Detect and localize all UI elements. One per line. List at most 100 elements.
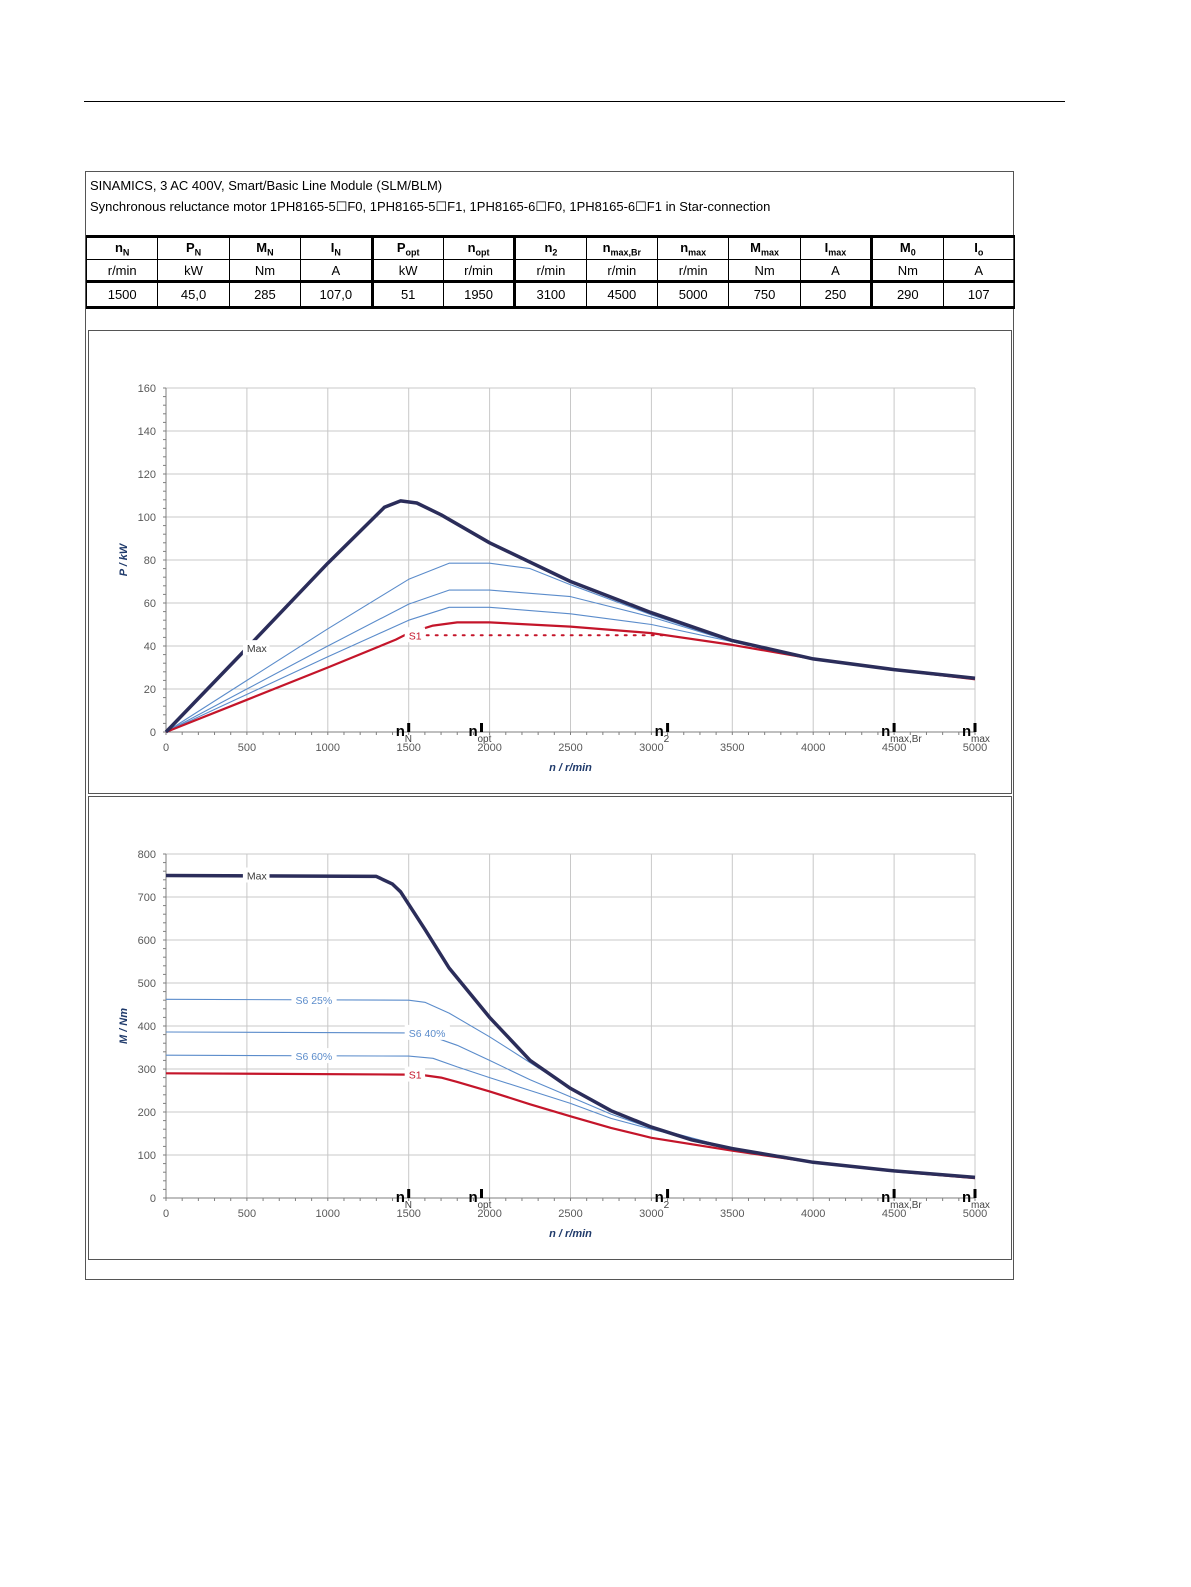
spec-value-row: 1500 45,0 285 107,0 51 1950 3100 4500 50… xyxy=(85,280,1015,309)
spec-value: 5000 xyxy=(656,280,730,309)
speed-marker-sub: max,Br xyxy=(890,734,922,745)
x-tick-label: 3500 xyxy=(720,1208,744,1220)
speed-marker-label: n xyxy=(881,1189,890,1206)
x-tick-label: 2500 xyxy=(558,742,582,754)
speed-marker-sub: max xyxy=(971,1200,990,1211)
x-tick-label: 1000 xyxy=(316,1208,340,1220)
spec-value: 3100 xyxy=(513,280,587,309)
speed-marker-label: n xyxy=(469,1189,478,1206)
x-tick-label: 1500 xyxy=(396,1208,420,1220)
top-rule xyxy=(84,101,1065,102)
y-tick-label: 200 xyxy=(138,1107,156,1119)
y-tick-label: 40 xyxy=(144,641,156,653)
spec-unit: kW xyxy=(157,259,230,282)
header-line-2: Synchronous reluctance motor 1PH8165-5☐F… xyxy=(90,199,771,214)
x-tick-label: 2000 xyxy=(477,742,501,754)
spec-value: 285 xyxy=(228,280,302,309)
power-chart: 0 500 1000 1500 2000 2500 3000 3500 4000 4500 5000… xyxy=(118,383,990,774)
datasheet: SINAMICS, 3 AC 400V, Smart/Basic Line Mo… xyxy=(85,171,1015,1280)
series-label-bg xyxy=(404,1024,450,1040)
y-tick-label: 80 xyxy=(144,555,156,567)
speed-marker-sub: opt xyxy=(478,734,492,745)
x-tick-label: 4500 xyxy=(882,742,906,754)
spec-value: 51 xyxy=(370,280,444,309)
spec-unit: A xyxy=(300,259,373,282)
spec-value: 107,0 xyxy=(300,280,373,309)
speed-marker-label: n xyxy=(962,1189,971,1206)
speed-marker-sub: N xyxy=(405,734,412,745)
series-label: S6 60% xyxy=(295,1051,332,1063)
y-tick-label: 600 xyxy=(138,935,156,947)
y-tick-label: 300 xyxy=(138,1064,156,1076)
series-line-max xyxy=(164,499,976,734)
spec-symbol: Mmax xyxy=(728,235,801,260)
speed-marker-sub: max xyxy=(971,734,990,745)
spec-unit: A xyxy=(799,259,873,282)
x-tick-label: 500 xyxy=(238,1208,256,1220)
x-tick-label: 4000 xyxy=(801,1208,825,1220)
spec-value: 290 xyxy=(870,280,944,309)
spec-symbol: nmax,Br xyxy=(585,235,659,260)
series-label-bg xyxy=(242,640,270,656)
spec-unit-row: r/min kW Nm A kW r/min r/min r/min r/min… xyxy=(85,259,1015,282)
series-label: Max xyxy=(247,871,268,883)
speed-marker-label: n xyxy=(655,723,664,740)
x-tick-label: 5000 xyxy=(963,742,987,754)
spec-value: 750 xyxy=(728,280,801,309)
y-tick-label: 100 xyxy=(138,1150,156,1162)
speed-marker-sub: N xyxy=(405,1200,412,1211)
spec-unit: r/min xyxy=(656,259,730,282)
spec-value: 1500 xyxy=(85,280,159,309)
series-label: S6 25% xyxy=(295,995,332,1007)
speed-marker-label: n xyxy=(655,1189,664,1206)
spec-value: 250 xyxy=(799,280,873,309)
x-tick-label: 3500 xyxy=(720,742,744,754)
series-label-bg xyxy=(291,1048,337,1064)
speed-marker-label: n xyxy=(962,723,971,740)
x-tick-label: 5000 xyxy=(963,1208,987,1220)
x-tick-label: 1500 xyxy=(396,742,420,754)
spec-symbol: Imax xyxy=(799,235,873,260)
spec-value: 45,0 xyxy=(157,280,230,309)
spec-table: nN PN MN IN Popt nopt n2 nmax,Br nmax Mm… xyxy=(85,235,1015,309)
spec-unit: Nm xyxy=(228,259,302,282)
spec-unit: A xyxy=(942,259,1015,282)
y-tick-label: 140 xyxy=(138,426,156,438)
spec-unit: r/min xyxy=(85,259,159,282)
series-line-max xyxy=(165,873,976,1180)
spec-unit: r/min xyxy=(585,259,659,282)
series-label-bg xyxy=(404,627,426,643)
spec-unit: Nm xyxy=(728,259,801,282)
x-tick-label: 4000 xyxy=(801,742,825,754)
y-tick-label: 120 xyxy=(138,469,156,481)
y-tick-label: 160 xyxy=(138,383,156,395)
speed-marker-sub: max,Br xyxy=(890,1200,922,1211)
x-axis-label: n / r/min xyxy=(549,1228,592,1240)
x-tick-label: 3000 xyxy=(639,742,663,754)
spec-symbol: nopt xyxy=(442,235,516,260)
series-label: S1 xyxy=(409,630,422,642)
speed-marker-sub: 2 xyxy=(664,1200,670,1211)
spec-symbol: IN xyxy=(300,235,373,260)
header-line-1: SINAMICS, 3 AC 400V, Smart/Basic Line Mo… xyxy=(90,178,443,193)
spec-symbol: Io xyxy=(942,235,1015,260)
speed-marker-sub: 2 xyxy=(664,734,670,745)
y-tick-label: 60 xyxy=(144,598,156,610)
y-tick-label: 20 xyxy=(144,684,156,696)
x-tick-label: 4500 xyxy=(882,1208,906,1220)
speed-marker-label: n xyxy=(469,723,478,740)
spec-symbol-row: nN PN MN IN Popt nopt n2 nmax,Br nmax Mm… xyxy=(85,235,1015,260)
spec-unit: r/min xyxy=(513,259,587,282)
y-tick-label: 400 xyxy=(138,1021,156,1033)
speed-marker-label: n xyxy=(881,723,890,740)
spec-symbol: nmax xyxy=(656,235,730,260)
x-tick-label: 2000 xyxy=(477,1208,501,1220)
spec-unit: kW xyxy=(370,259,444,282)
series-label: Max xyxy=(247,643,268,655)
spec-symbol: Popt xyxy=(370,235,444,260)
spec-symbol: PN xyxy=(157,235,230,260)
y-tick-label: 500 xyxy=(138,978,156,990)
spec-unit: r/min xyxy=(442,259,516,282)
y-tick-label: 800 xyxy=(138,849,156,861)
y-tick-label: 700 xyxy=(138,892,156,904)
